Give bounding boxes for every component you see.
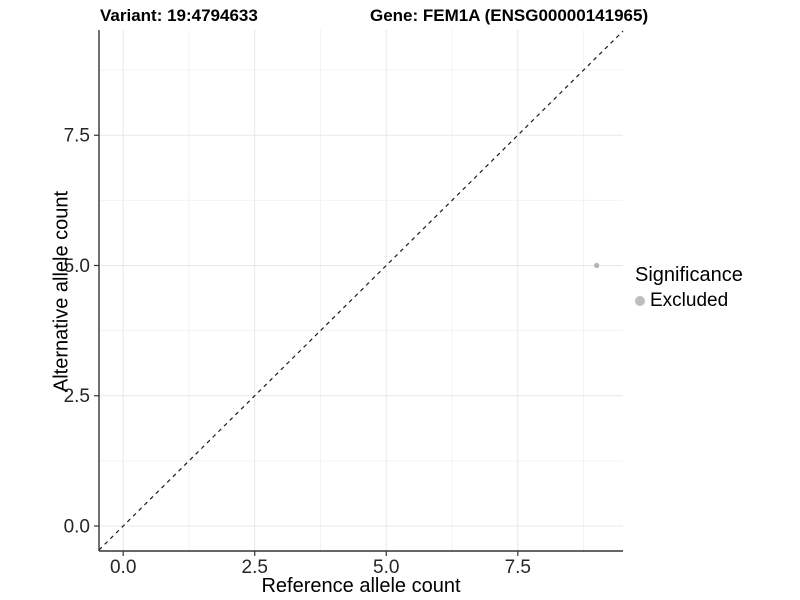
legend-entry-label: Excluded: [650, 290, 729, 311]
legend-title: Significance: [635, 264, 743, 286]
x-axis-title: Reference allele count: [261, 575, 461, 597]
y-axis-title: Alternative allele count: [50, 190, 73, 393]
variant-title: Variant: 19:4794633: [100, 6, 258, 25]
tick-labels: 0.0 2.5 5.0 7.5 0.0 2.5 5.0 7.5: [64, 126, 531, 578]
x-tick-label: 7.5: [505, 557, 531, 578]
legend-entry-excluded: Excluded: [635, 290, 743, 312]
identity-line: [98, 30, 624, 551]
axis-lines: [98, 30, 623, 552]
identity-line-group: [98, 30, 624, 551]
axis-ticks: [94, 134, 519, 556]
y-tick-label: 7.5: [64, 126, 90, 147]
major-gridlines: [99, 30, 623, 551]
data-point: [594, 262, 600, 269]
x-tick-label: 2.5: [242, 557, 268, 578]
y-tick-label: 0.0: [64, 516, 90, 537]
data-points: [594, 262, 600, 269]
gene-title: Gene: FEM1A (ENSG00000141965): [370, 6, 649, 25]
y-tick-label: 2.5: [64, 386, 90, 407]
x-tick-label: 0.0: [110, 557, 136, 578]
minor-gridlines: [99, 30, 623, 551]
legend-point-icon: [635, 296, 645, 306]
x-tick-label: 5.0: [373, 557, 399, 578]
legend: Significance Excluded: [635, 262, 743, 312]
y-tick-label: 5.0: [64, 256, 90, 277]
